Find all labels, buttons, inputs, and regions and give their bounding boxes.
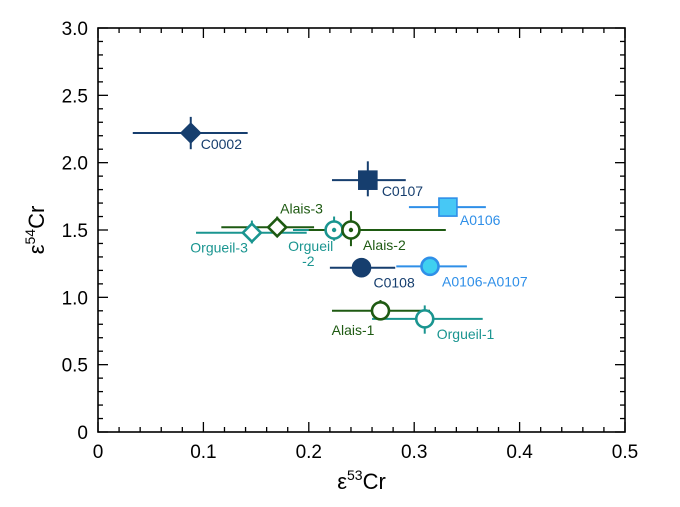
point-label-alais-2: Alais-2 (363, 237, 406, 253)
x-tick-label: 0.4 (506, 442, 533, 463)
point-label-alais-3: Alais-3 (280, 200, 323, 216)
marker-alais-3 (266, 216, 289, 239)
marker-c0107 (358, 170, 378, 190)
data-markers (179, 122, 458, 329)
x-tick-label: 0.5 (612, 442, 638, 463)
x-tick-label: 0.1 (190, 442, 216, 463)
marker-orgueil-1 (414, 309, 435, 329)
point-label-a0106: A0106 (460, 212, 501, 228)
x-tick-label: 0 (93, 442, 104, 463)
y-tick-label: 0.5 (62, 356, 88, 377)
marker-c0108 (351, 257, 372, 278)
y-tick-label: 1.5 (62, 221, 88, 242)
marker-dot-alais-2 (348, 227, 354, 233)
point-label-alais-1: Alais-1 (332, 322, 375, 338)
marker-orgueil-3 (241, 221, 263, 244)
point-labels: C0002 C0107 A0106 Alais-3 Orgueil-3 Orgueil -2… (190, 136, 528, 342)
y-axis-title: ε54Cr (22, 206, 49, 255)
y-tick-label: 2.0 (62, 154, 88, 175)
y-tick-label: 3.0 (62, 19, 88, 40)
point-label-orgueil-3: Orgueil-3 (190, 240, 248, 256)
y-tick-label: 1.0 (62, 288, 88, 309)
y-tick-label: 0 (77, 423, 88, 444)
marker-a0106 (438, 197, 458, 217)
x-tick-label: 0.3 (401, 442, 427, 463)
marker-c0002 (179, 122, 202, 144)
y-axis-ticks: 0 0.5 1.0 1.5 2.0 2.5 3.0 (62, 19, 625, 444)
x-axis-title: ε53Cr (337, 467, 386, 494)
x-axis-ticks: 0 0.1 0.2 0.3 0.4 0.5 (93, 28, 638, 463)
y-tick-label: 2.5 (62, 86, 88, 107)
x-tick-label: 0.2 (296, 442, 322, 463)
point-label-orgueil-2: Orgueil -2 (288, 238, 333, 269)
marker-dot-orgueil-2 (331, 227, 337, 233)
point-label-orgueil-1: Orgueil-1 (437, 326, 495, 342)
point-label-a0106-a0107: A0106-A0107 (442, 273, 528, 289)
marker-alais-1 (370, 300, 391, 321)
point-label-c0108: C0108 (374, 275, 415, 291)
marker-a0106-a0107 (420, 256, 440, 277)
error-bars (132, 116, 486, 334)
point-label-c0107: C0107 (382, 183, 423, 199)
point-label-c0002: C0002 (201, 136, 242, 152)
